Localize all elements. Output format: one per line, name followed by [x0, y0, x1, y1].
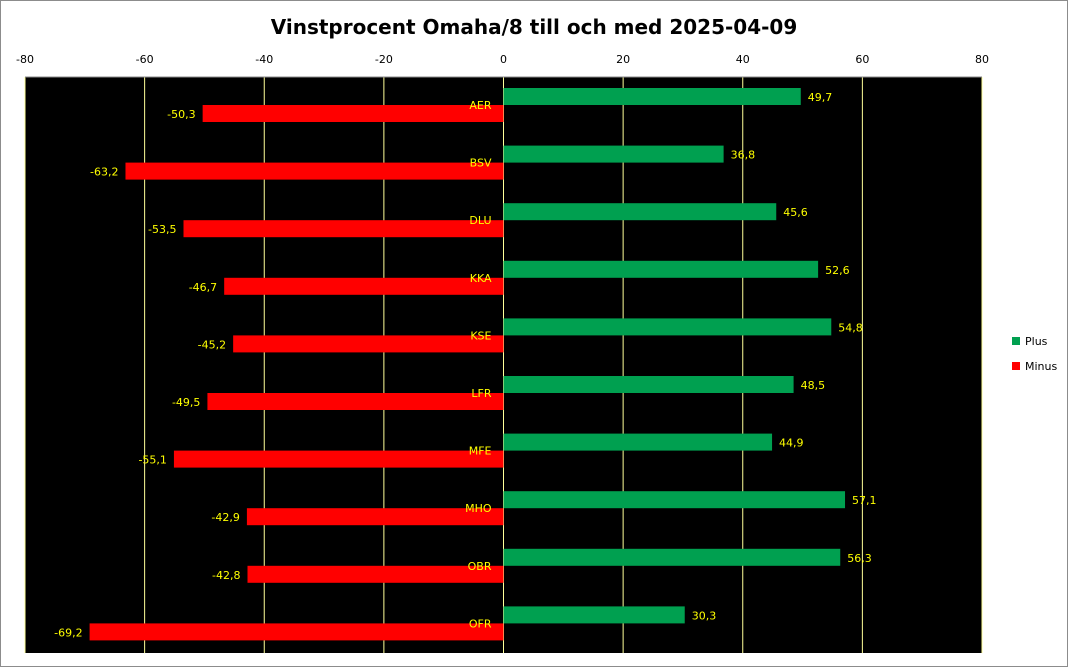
data-label-minus: -46,7 — [189, 281, 217, 294]
category-label: OBR — [468, 560, 492, 573]
bar-plus-mfe — [503, 433, 773, 451]
x-tick-label: -60 — [136, 53, 154, 66]
data-label-plus: 44,9 — [779, 437, 804, 450]
bar-plus-ofr — [503, 606, 685, 624]
legend-label: Plus — [1025, 335, 1048, 348]
bar-minus-ofr — [89, 623, 504, 641]
category-label: MFE — [469, 445, 492, 458]
data-label-plus: 52,6 — [825, 264, 850, 277]
x-tick-label: 40 — [736, 53, 750, 66]
data-label-plus: 49,7 — [808, 91, 833, 104]
data-label-plus: 36,8 — [731, 149, 756, 162]
category-label: MHO — [465, 502, 492, 515]
data-label-minus: -55,1 — [138, 454, 166, 467]
category-label: KKA — [470, 272, 492, 285]
data-label-minus: -53,5 — [148, 223, 176, 236]
x-tick-label: 60 — [855, 53, 869, 66]
x-axis-ticks: -80 -60 -40 -20 0 20 40 60 80 — [16, 53, 989, 78]
data-label-plus: 57,1 — [852, 494, 877, 507]
legend-label: Minus — [1025, 360, 1057, 373]
category-label: AER — [469, 99, 491, 112]
category-labels: AER BSV DLU KKA KSE LFR MFE MHO OBR OFR — [465, 99, 492, 630]
x-tick-label: -80 — [16, 53, 34, 66]
bars — [89, 88, 846, 641]
bar-minus-mho — [246, 508, 504, 526]
category-label: BSV — [470, 157, 492, 170]
bar-plus-kka — [503, 260, 819, 278]
data-label-minus: -49,5 — [172, 396, 200, 409]
bar-minus-obr — [247, 565, 504, 583]
bar-minus-aer — [202, 105, 504, 122]
x-tick-label: 0 — [500, 53, 507, 66]
bar-plus-bsv — [503, 145, 724, 163]
data-label-plus: 48,5 — [801, 379, 826, 392]
bar-minus-bsv — [125, 162, 504, 180]
data-label-minus: -42,9 — [211, 511, 239, 524]
bar-minus-lfr — [207, 393, 504, 410]
data-label-plus: 45,6 — [783, 206, 808, 219]
bar-plus-aer — [503, 88, 801, 105]
x-tick-label: 20 — [616, 53, 630, 66]
x-tick-label: -40 — [255, 53, 273, 66]
category-label: DLU — [469, 214, 491, 227]
data-label-plus: 54,8 — [838, 321, 863, 334]
data-label-minus: -69,2 — [54, 626, 82, 639]
bar-minus-kka — [224, 277, 504, 295]
data-label-plus: 30,3 — [692, 609, 717, 622]
bar-plus-mho — [503, 491, 846, 509]
data-label-minus: -45,2 — [198, 338, 226, 351]
legend-swatch — [1012, 362, 1020, 370]
data-label-minus: -63,2 — [90, 166, 118, 179]
data-label-plus: 56,3 — [847, 552, 872, 565]
category-label: KSE — [470, 329, 491, 342]
legend-swatch — [1012, 337, 1020, 345]
bar-minus-dlu — [183, 220, 504, 238]
data-labels: 49,7 -50,3 36,8 -63,2 45,6 -53,5 52,6 -46,7 54,8… — [54, 91, 876, 639]
bar-plus-obr — [503, 548, 841, 566]
bar-minus-mfe — [173, 450, 504, 468]
legend: Plus Minus — [1012, 335, 1057, 373]
data-label-minus: -42,8 — [212, 569, 240, 582]
bar-minus-kse — [233, 335, 504, 353]
bar-plus-kse — [503, 318, 832, 336]
category-label: LFR — [471, 387, 491, 400]
x-tick-label: 80 — [975, 53, 989, 66]
chart-title: Vinstprocent Omaha/8 till och med 2025-0… — [271, 15, 798, 39]
x-tick-label: -20 — [375, 53, 393, 66]
category-label: OFR — [469, 617, 492, 630]
bar-plus-lfr — [503, 376, 794, 393]
bar-plus-dlu — [503, 203, 777, 221]
data-label-minus: -50,3 — [167, 108, 195, 121]
